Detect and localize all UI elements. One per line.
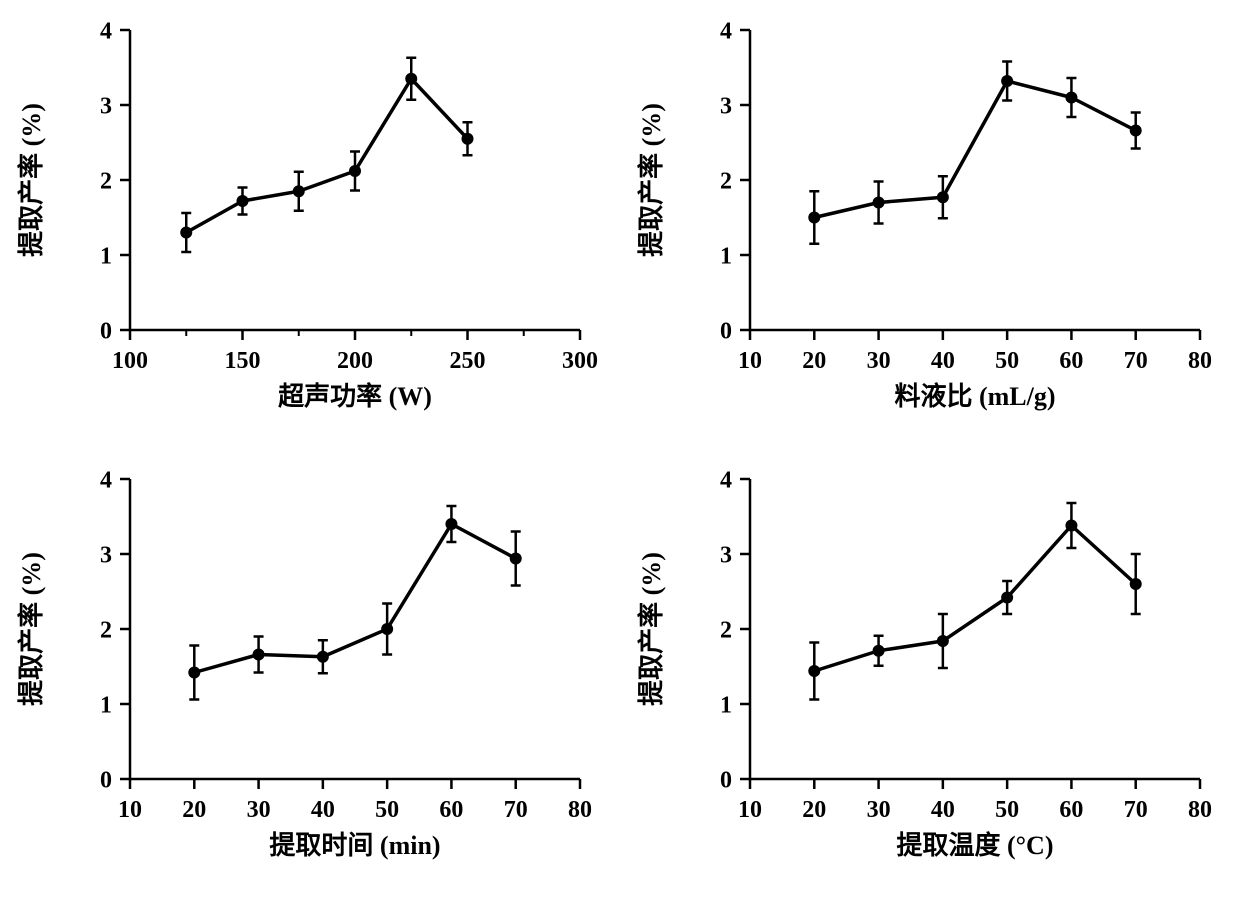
- chart-time: 10 20 30 40 50 60 70 80 0 1 2 3 4 提取时间 (min) 提取产率 (%): [0, 449, 620, 898]
- y-tick-label: 2: [100, 617, 112, 643]
- y-tick-label: 3: [720, 542, 732, 568]
- x-tick-label: 30: [867, 348, 891, 374]
- y-tick-label: 4: [100, 18, 112, 44]
- axes: [750, 479, 1200, 779]
- data-point: [180, 227, 192, 239]
- data-point: [253, 649, 265, 661]
- y-tick-label: 1: [720, 243, 732, 269]
- x-tick-label: 200: [337, 348, 373, 374]
- chart-power: 100 150 200 250 300 0 1 2 3 4 超声功率 (W) 提取产率 (%): [0, 0, 620, 449]
- y-tick-label: 0: [720, 318, 732, 344]
- y-axis-label: 提取产率 (%): [16, 103, 46, 257]
- y-tick-label: 2: [720, 617, 732, 643]
- chart-ratio: 10 20 30 40 50 60 70 80 0 1 2 3 4 料液比 (mL/g) 提取产率 (%): [620, 0, 1240, 449]
- x-tick-label: 50: [995, 348, 1019, 374]
- x-axis-label: 提取温度 (°C): [897, 830, 1054, 860]
- x-tick-label: 20: [802, 797, 826, 823]
- x-tick-label: 70: [1124, 348, 1148, 374]
- x-tick-label: 150: [225, 348, 261, 374]
- x-tick-label: 30: [867, 797, 891, 823]
- axes: [130, 479, 580, 779]
- panel-power: 100 150 200 250 300 0 1 2 3 4 超声功率 (W) 提取产率 (%): [0, 0, 620, 449]
- y-tick-label: 3: [100, 93, 112, 119]
- x-tick-label: 20: [802, 348, 826, 374]
- axes: [750, 30, 1200, 330]
- data-point: [1001, 75, 1013, 87]
- x-tick-label: 70: [504, 797, 528, 823]
- series-line: [814, 526, 1135, 672]
- data-point: [1130, 125, 1142, 137]
- x-tick-label: 60: [1059, 348, 1083, 374]
- x-tick-label: 10: [738, 797, 762, 823]
- y-axis-label: 提取产率 (%): [636, 103, 666, 257]
- x-tick-label: 40: [931, 348, 955, 374]
- y-tick-label: 2: [720, 168, 732, 194]
- data-point: [1065, 92, 1077, 104]
- y-tick-label: 4: [720, 467, 732, 493]
- data-point: [937, 191, 949, 203]
- data-point: [188, 667, 200, 679]
- x-tick-label: 70: [1124, 797, 1148, 823]
- series-line: [814, 81, 1135, 218]
- data-point: [405, 73, 417, 85]
- data-point: [349, 165, 361, 177]
- y-axis-label: 提取产率 (%): [16, 552, 46, 706]
- x-tick-label: 80: [1188, 797, 1212, 823]
- y-tick-label: 2: [100, 168, 112, 194]
- data-point: [445, 518, 457, 530]
- data-point: [1001, 592, 1013, 604]
- data-point: [1130, 578, 1142, 590]
- series-line: [194, 524, 515, 673]
- y-tick-label: 3: [100, 542, 112, 568]
- x-tick-label: 250: [450, 348, 486, 374]
- y-tick-label: 1: [100, 692, 112, 718]
- y-tick-label: 1: [100, 243, 112, 269]
- panel-time: 10 20 30 40 50 60 70 80 0 1 2 3 4 提取时间 (min) 提取产率 (%): [0, 449, 620, 898]
- chart-grid: 10015020025030001234超声功率 (W)提取产率 (%) 102…: [0, 0, 1240, 898]
- x-tick-label: 80: [1188, 348, 1212, 374]
- x-tick-label: 20: [182, 797, 206, 823]
- y-tick-label: 1: [720, 692, 732, 718]
- data-point: [317, 651, 329, 663]
- data-point: [808, 212, 820, 224]
- y-tick-label: 4: [720, 18, 732, 44]
- panel-temp: 10 20 30 40 50 60 70 80 0 1 2 3 4 提取温度 (°C) 提取产率 (%): [620, 449, 1240, 898]
- data-point: [873, 645, 885, 657]
- series-line: [186, 79, 467, 233]
- x-tick-label: 50: [995, 797, 1019, 823]
- x-tick-label: 100: [112, 348, 148, 374]
- x-tick-label: 60: [439, 797, 463, 823]
- panel-ratio: 10 20 30 40 50 60 70 80 0 1 2 3 4 料液比 (mL/g) 提取产率 (%): [620, 0, 1240, 449]
- x-axis-label: 提取时间 (min): [269, 831, 440, 860]
- x-tick-label: 300: [562, 348, 598, 374]
- x-axis-label: 超声功率 (W): [278, 381, 432, 411]
- data-point: [293, 185, 305, 197]
- data-point: [381, 623, 393, 635]
- x-tick-label: 80: [568, 797, 592, 823]
- x-axis-label: 料液比 (mL/g): [894, 382, 1055, 411]
- data-point: [237, 195, 249, 207]
- y-tick-label: 0: [720, 767, 732, 793]
- data-point: [1065, 520, 1077, 532]
- x-tick-label: 30: [247, 797, 271, 823]
- x-tick-label: 40: [311, 797, 335, 823]
- y-tick-label: 0: [100, 767, 112, 793]
- x-tick-label: 40: [931, 797, 955, 823]
- data-point: [873, 197, 885, 209]
- data-point: [808, 665, 820, 677]
- y-tick-label: 3: [720, 93, 732, 119]
- data-point: [510, 553, 522, 565]
- chart-temp: 10 20 30 40 50 60 70 80 0 1 2 3 4 提取温度 (°C) 提取产率 (%): [620, 449, 1240, 898]
- data-point: [937, 635, 949, 647]
- y-tick-label: 4: [100, 467, 112, 493]
- data-point: [462, 133, 474, 145]
- x-tick-label: 50: [375, 797, 399, 823]
- x-tick-label: 10: [738, 348, 762, 374]
- y-axis-label: 提取产率 (%): [636, 552, 666, 706]
- x-tick-label: 10: [118, 797, 142, 823]
- x-tick-label: 60: [1059, 797, 1083, 823]
- y-tick-label: 0: [100, 318, 112, 344]
